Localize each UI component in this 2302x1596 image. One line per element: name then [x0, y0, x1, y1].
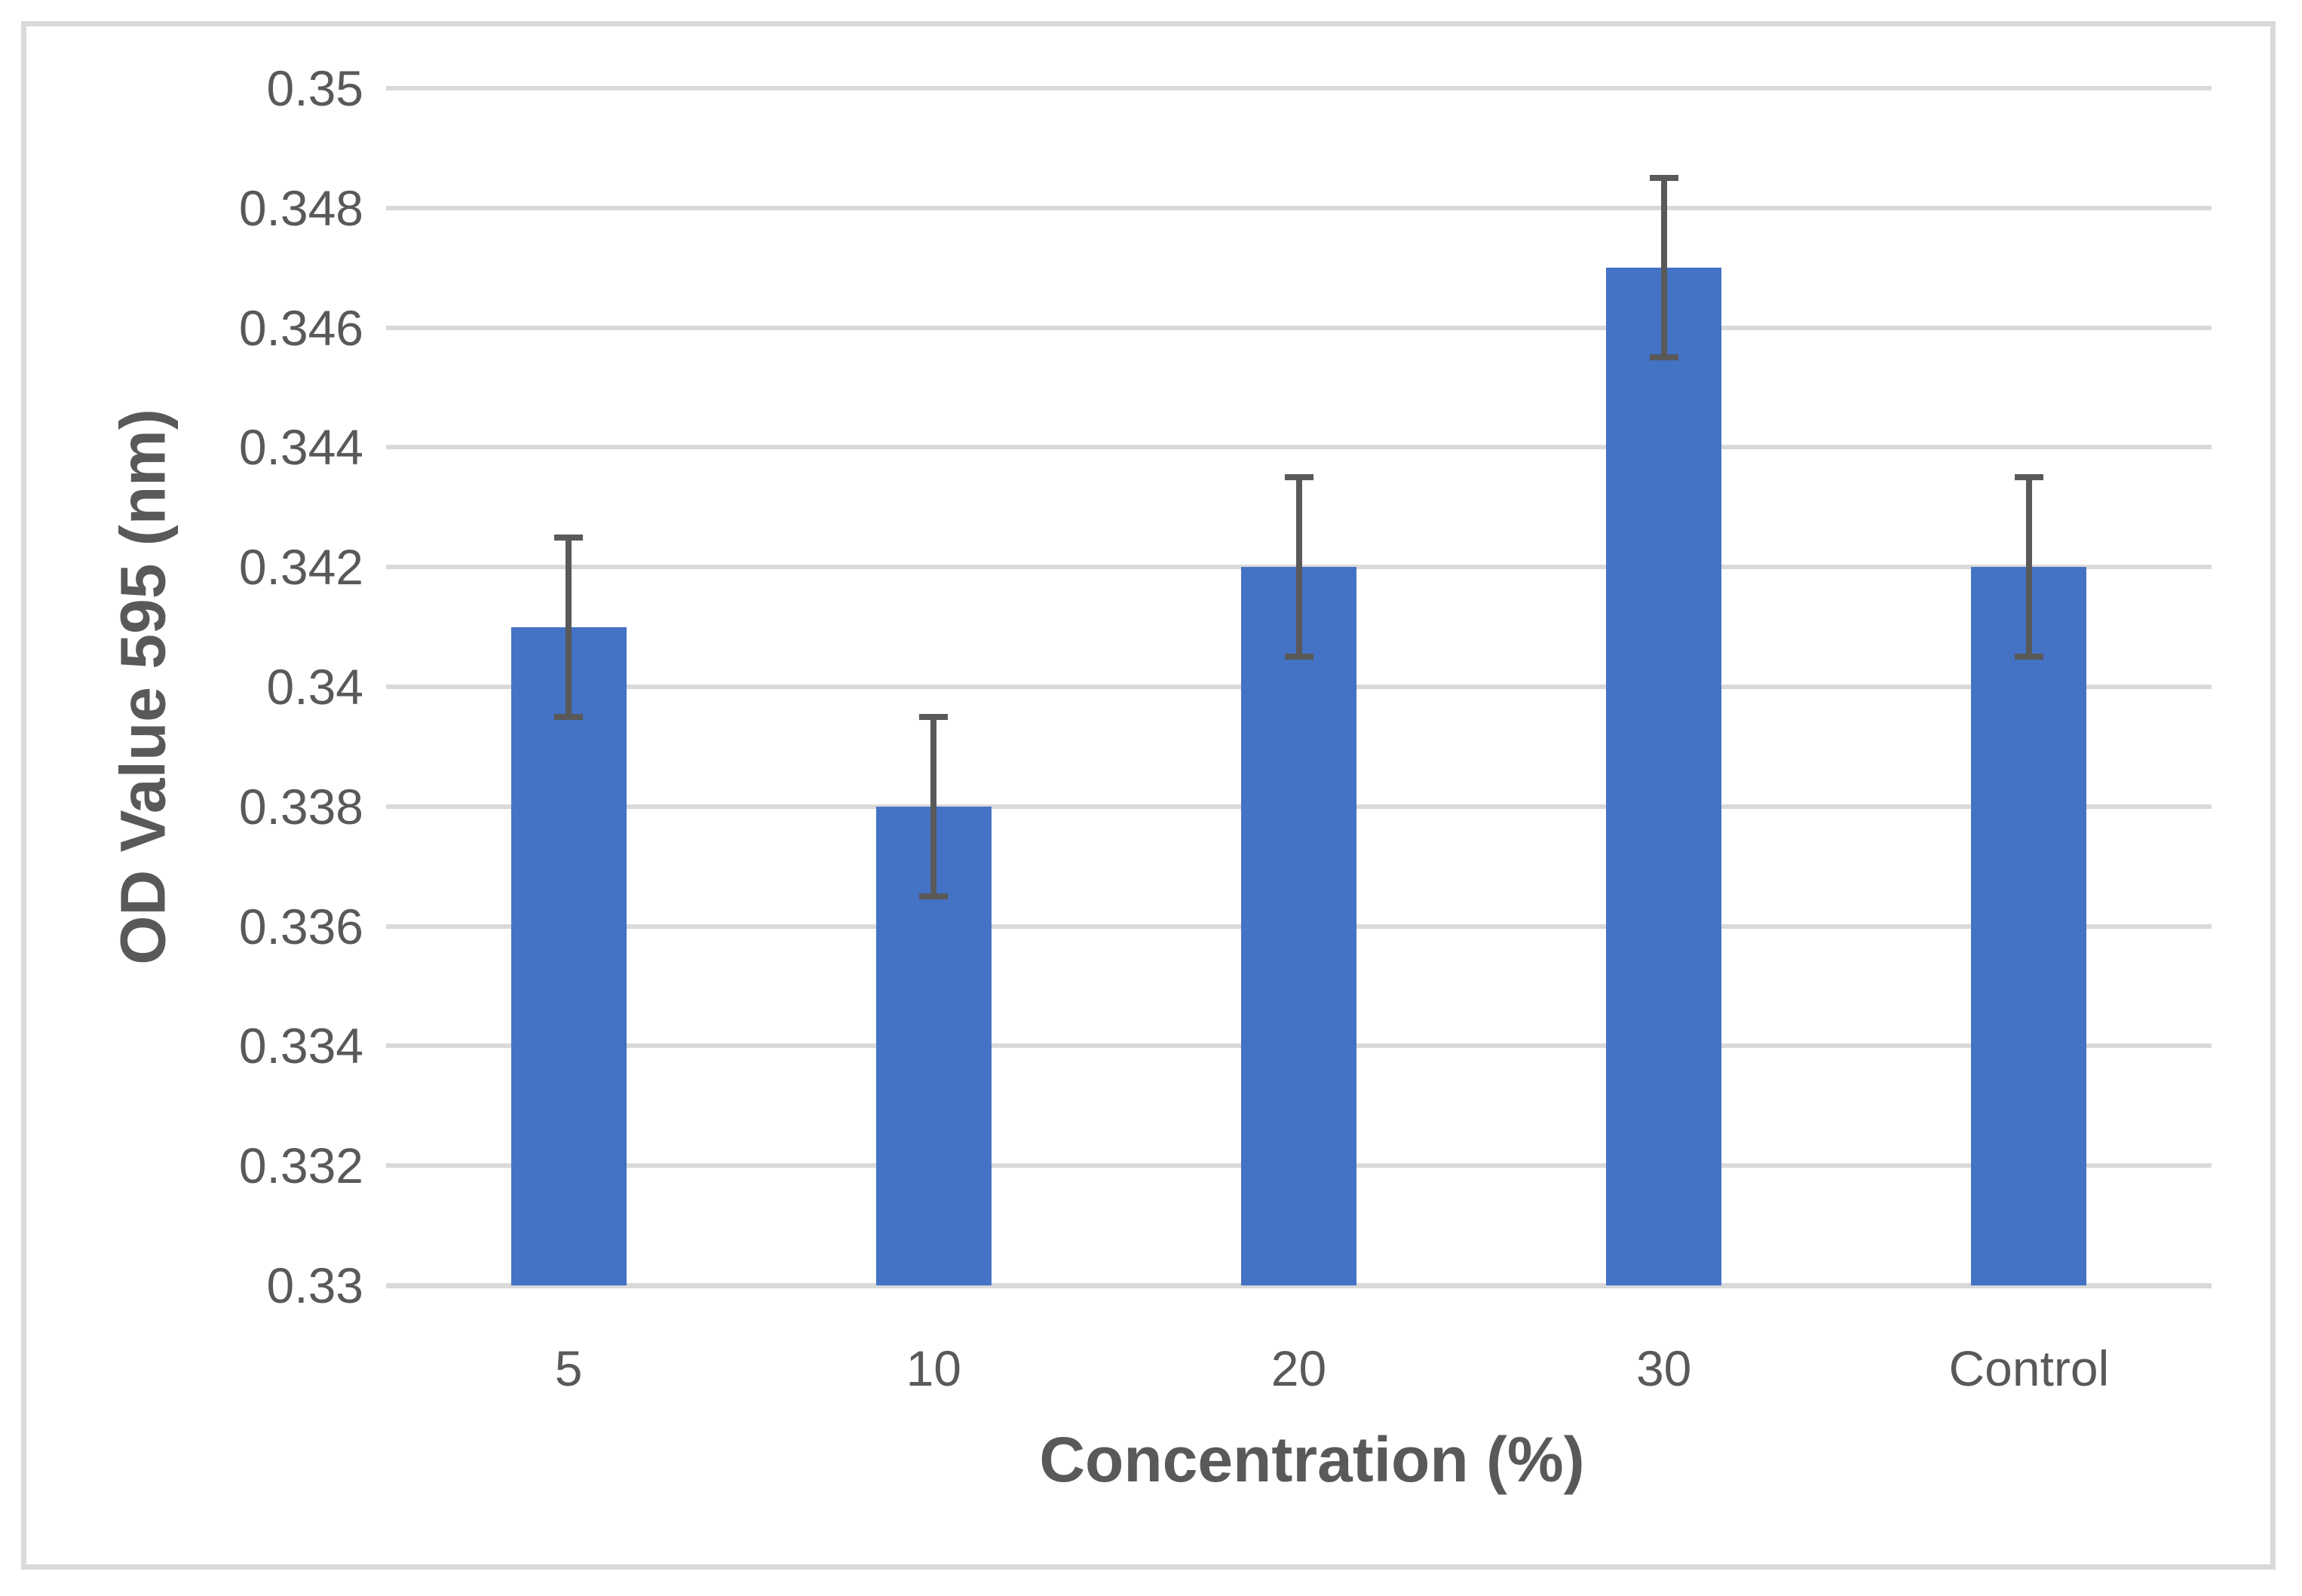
x-axis-tick-label: 30 [1635, 1340, 1692, 1396]
y-axis-tick-label: 0.338 [238, 778, 363, 835]
y-axis-tick-label: 0.332 [238, 1138, 363, 1194]
error-bar-top-cap [554, 534, 584, 541]
chart-border [21, 21, 2276, 1570]
error-bar-top-cap [1284, 474, 1313, 481]
error-bar-top-cap [2014, 474, 2043, 481]
x-axis-tick-label: 5 [554, 1340, 583, 1396]
error-bar-bottom-cap [1649, 354, 1678, 361]
x-axis-line [386, 1282, 2212, 1288]
bar [1241, 567, 1356, 1285]
y-axis-title: OD Value 595 (nm) [107, 409, 179, 965]
y-axis-tick-label: 0.34 [266, 659, 363, 715]
y-axis-tick-label: 0.33 [266, 1258, 363, 1313]
y-axis-tick-label: 0.336 [238, 898, 363, 954]
x-axis-tick-label: Control [1948, 1340, 2110, 1396]
error-bar-bottom-cap [2014, 654, 2043, 660]
error-bar-bottom-cap [1284, 654, 1313, 660]
y-axis-tick-label: 0.348 [238, 179, 363, 236]
error-bar-bottom-cap [919, 893, 949, 899]
y-axis-tick-label: 0.35 [266, 60, 363, 116]
gridline [386, 445, 2212, 450]
gridline [386, 86, 2212, 90]
error-bar-bottom-cap [554, 713, 584, 720]
y-axis-tick-label: 0.334 [238, 1018, 363, 1074]
y-axis-tick-label: 0.346 [238, 299, 363, 356]
x-axis-tick-label: 10 [906, 1340, 961, 1396]
y-axis-tick-label: 0.342 [238, 539, 363, 596]
error-bar-line [566, 537, 572, 717]
bar [510, 626, 627, 1285]
x-axis-title: Concentration (%) [1039, 1424, 1585, 1495]
error-bar-line [2025, 477, 2032, 657]
error-bar-line [930, 716, 937, 896]
x-axis-tick-label: 20 [1271, 1340, 1327, 1396]
error-bar-top-cap [919, 713, 949, 720]
bar [1971, 567, 2087, 1285]
error-bar-line [1295, 477, 1302, 657]
error-bar-top-cap [1649, 175, 1678, 182]
gridline [386, 205, 2212, 210]
error-bar-line [1660, 178, 1667, 358]
gridline [386, 325, 2212, 330]
y-axis-tick-label: 0.344 [238, 419, 363, 476]
bar [1606, 268, 1722, 1285]
